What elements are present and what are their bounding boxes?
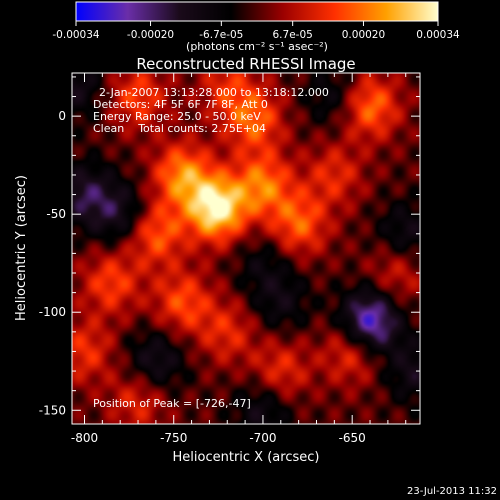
colorbar-tick-label: 6.7e-05: [273, 29, 313, 41]
colorbar-tick-label: 0.00020: [342, 29, 385, 41]
axis-ticks: -800 -750 -700 -650 0 -50 -100 -150: [39, 73, 420, 445]
annotation-time-range: 2-Jan-2007 13:13:28.000 to 13:18:12.000: [99, 86, 329, 99]
heatmap-image: [72, 73, 420, 424]
colorbar-label: (photons cm⁻² s⁻¹ asec⁻²): [186, 40, 328, 53]
x-axis-label: Heliocentric X (arcsec): [173, 450, 320, 465]
x-tick-label: -750: [160, 431, 187, 445]
annotation-block: 2-Jan-2007 13:13:28.000 to 13:18:12.000 …: [93, 86, 329, 135]
colorbar-tick-label: -0.00034: [52, 29, 100, 41]
annotation-clean-counts: Clean Total counts: 2.75E+04: [93, 122, 266, 135]
plot-area: -800 -750 -700 -650 0 -50 -100 -150 2-Jan-2007 …: [39, 72, 421, 445]
y-tick-label: -100: [39, 305, 66, 319]
colorbar-tick-label: 0.00034: [416, 29, 460, 41]
footer-timestamp: 23-Jul-2013 11:32: [407, 486, 497, 497]
annotation-energy-range: Energy Range: 25.0 - 50.0 keV: [93, 110, 261, 123]
annotation-detectors: Detectors: 4F 5F 6F 7F 8F, Att 0: [93, 98, 268, 111]
x-tick-label: -800: [71, 431, 98, 445]
plot-frame: [71, 72, 421, 425]
x-tick-label: -700: [249, 431, 276, 445]
y-axis-label: Heliocentric Y (arcsec): [14, 175, 29, 321]
y-tick-label: -150: [39, 403, 66, 417]
chart-title: Reconstructed RHESSI Image: [136, 55, 355, 73]
colorbar-ticks: -0.00034 -0.00020 -6.7e-05 6.7e-05 0.00020 0.…: [52, 21, 460, 41]
colorbar-bar: [75, 1, 439, 22]
peak-position-label: Position of Peak = [-726,-47]: [93, 397, 251, 410]
x-tick-label: -650: [339, 431, 366, 445]
y-tick-label: -50: [46, 207, 66, 221]
colorbar: -0.00034 -0.00020 -6.7e-05 6.7e-05 0.00020 0.…: [52, 1, 460, 53]
y-tick-label: 0: [58, 109, 66, 123]
colorbar-tick-label: -6.7e-05: [199, 29, 243, 41]
colorbar-tick-label: -0.00020: [127, 29, 174, 41]
